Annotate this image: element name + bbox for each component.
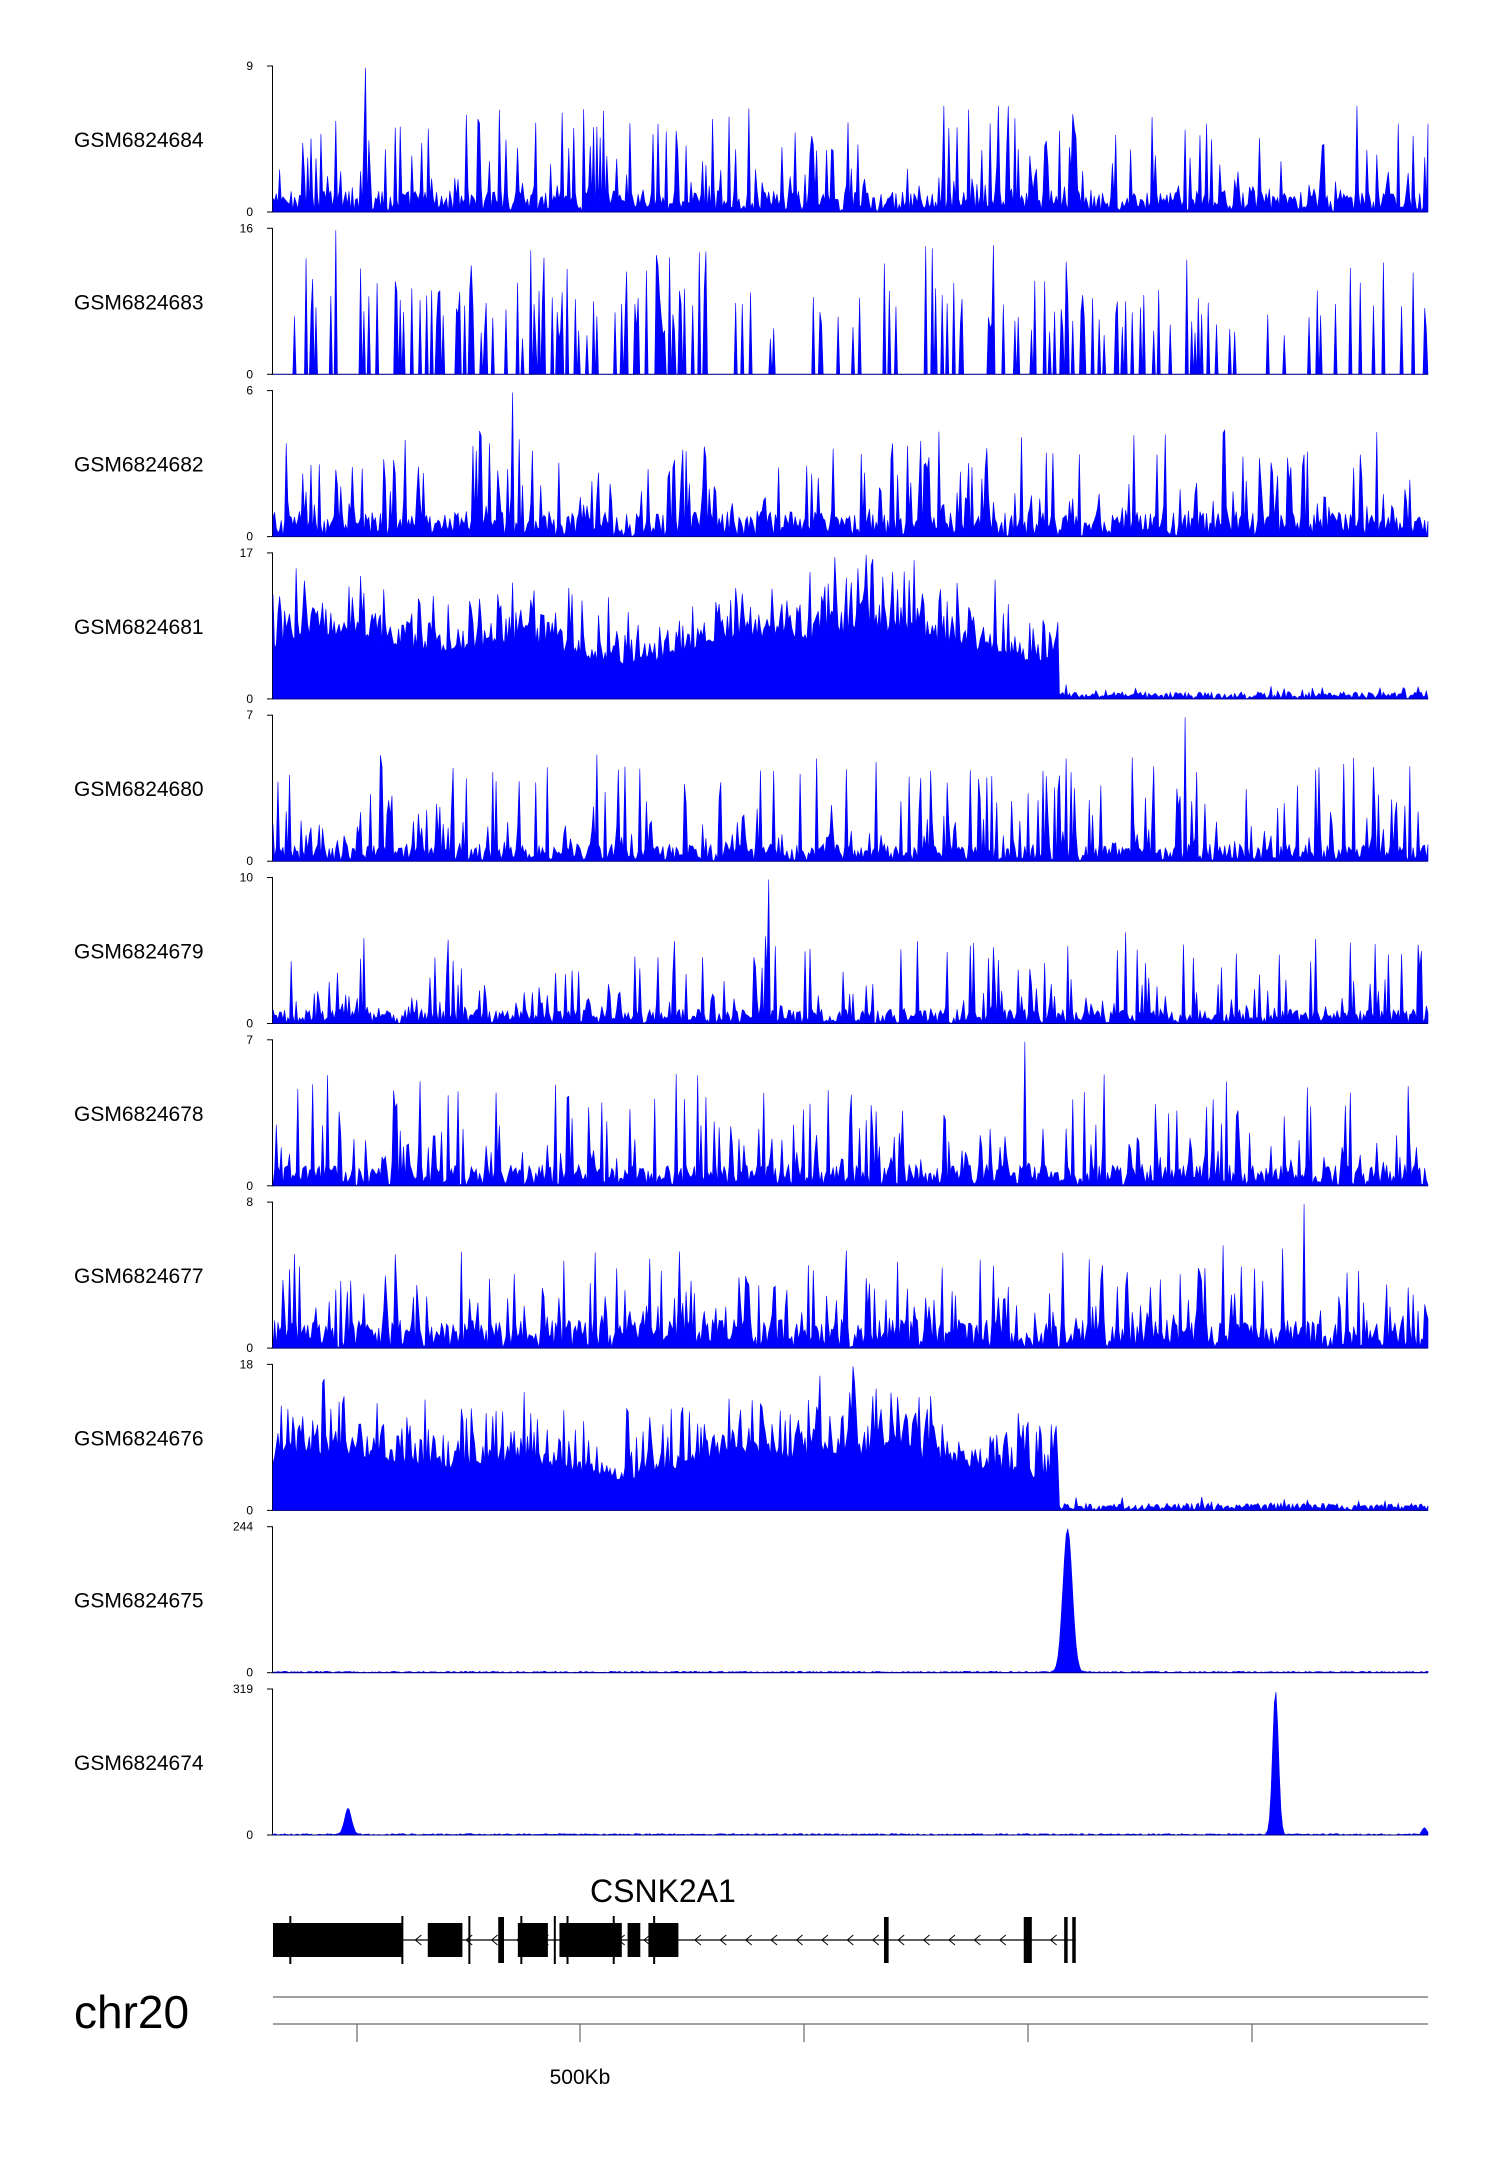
y-min-label: 0 [246, 854, 253, 868]
y-min-label: 0 [246, 205, 253, 219]
track-GSM6824680: GSM6824680 7 0 [74, 708, 1429, 868]
y-max-label: 8 [246, 1195, 253, 1209]
y-max-label: 9 [246, 59, 253, 73]
track-label: GSM6824676 [74, 1427, 204, 1450]
strand-arrow [490, 1934, 498, 1946]
y-max-label: 16 [240, 221, 254, 235]
gene-exon [559, 1923, 622, 1957]
y-min-label: 0 [246, 1503, 253, 1517]
track-GSM6824679: GSM6824679 10 0 [74, 871, 1429, 1031]
y-min-label: 0 [246, 1179, 253, 1193]
track-GSM6824676: GSM6824676 18 0 [74, 1357, 1429, 1517]
coverage-area [272, 67, 1429, 213]
gene-track: CSNK2A1 [273, 1873, 1076, 1964]
gene-exon [883, 1917, 889, 1963]
gene-label: CSNK2A1 [590, 1873, 736, 1909]
track-label: GSM6824678 [74, 1103, 204, 1126]
track-GSM6824681: GSM6824681 17 0 [74, 546, 1429, 706]
track-label: GSM6824677 [74, 1265, 204, 1288]
gene-exon [1023, 1917, 1032, 1963]
gene-exon [427, 1923, 463, 1957]
strand-arrow [846, 1934, 854, 1946]
strand-arrow [694, 1934, 702, 1946]
gene-exon [498, 1917, 504, 1963]
coverage-area [272, 1204, 1429, 1349]
track-label: GSM6824682 [74, 454, 204, 477]
track-GSM6824682: GSM6824682 6 0 [74, 384, 1429, 544]
coverage-area [272, 392, 1429, 538]
strand-arrow [821, 1934, 829, 1946]
chromosome-label: chr20 [74, 1986, 189, 2038]
y-min-label: 0 [246, 1341, 253, 1355]
y-min-label: 0 [246, 367, 253, 381]
track-label: GSM6824679 [74, 941, 204, 964]
axis-position-label: 500Kb [550, 2066, 611, 2089]
strand-arrow [922, 1934, 930, 1946]
coverage-area [272, 1691, 1429, 1836]
track-label: GSM6824680 [74, 778, 204, 801]
strand-arrow [871, 1934, 880, 1946]
gene-exon [1064, 1917, 1068, 1963]
y-max-label: 6 [246, 384, 253, 398]
strand-arrow [948, 1934, 956, 1946]
track-GSM6824677: GSM6824677 8 0 [74, 1195, 1429, 1355]
y-min-label: 0 [246, 1017, 253, 1031]
y-max-label: 7 [246, 708, 253, 722]
y-max-label: 244 [233, 1520, 253, 1534]
y-min-label: 0 [246, 530, 253, 544]
track-label: GSM6824674 [74, 1752, 204, 1775]
strand-arrow [414, 1934, 422, 1946]
coverage-area [272, 1041, 1429, 1187]
y-min-label: 0 [246, 692, 253, 706]
track-label: GSM6824684 [74, 129, 204, 152]
y-max-label: 17 [240, 546, 254, 560]
track-label: GSM6824683 [74, 291, 204, 314]
strand-arrow [897, 1934, 905, 1946]
strand-arrow [744, 1934, 753, 1946]
strand-arrow [770, 1934, 778, 1946]
track-GSM6824674: GSM6824674 319 0 [74, 1682, 1429, 1842]
gene-exon [517, 1923, 548, 1957]
gene-exon [1072, 1917, 1076, 1963]
y-max-label: 10 [240, 871, 254, 885]
gene-exon [273, 1923, 403, 1957]
gene-exon [648, 1923, 679, 1957]
coverage-tracks: GSM682468490GSM6824683160GSM682468260GSM… [74, 59, 1429, 1842]
coverage-area [272, 1528, 1429, 1674]
y-max-label: 7 [246, 1033, 253, 1047]
strand-arrow [973, 1934, 981, 1946]
strand-arrow [719, 1934, 727, 1946]
coverage-area [272, 1366, 1429, 1512]
track-GSM6824683: GSM6824683 16 0 [74, 221, 1429, 381]
track-label: GSM6824681 [74, 616, 204, 639]
strand-arrow [999, 1934, 1007, 1946]
track-GSM6824684: GSM6824684 9 0 [74, 59, 1429, 219]
strand-arrow [795, 1934, 803, 1946]
track-GSM6824678: GSM6824678 7 0 [74, 1033, 1429, 1193]
coverage-area [272, 554, 1429, 700]
strand-arrow [1049, 1934, 1057, 1946]
y-min-label: 0 [246, 1666, 253, 1680]
coverage-area [272, 717, 1429, 863]
y-max-label: 18 [240, 1357, 254, 1371]
coverage-area [273, 230, 1429, 375]
track-GSM6824675: GSM6824675 244 0 [74, 1520, 1429, 1680]
track-label: GSM6824675 [74, 1590, 204, 1613]
strand-arrow [643, 1934, 651, 1946]
chromosome-axis: chr20 500Kb [74, 1986, 1428, 2089]
gene-exon [627, 1923, 641, 1957]
y-min-label: 0 [246, 1828, 253, 1842]
coverage-area [272, 879, 1429, 1025]
y-max-label: 319 [233, 1682, 253, 1696]
